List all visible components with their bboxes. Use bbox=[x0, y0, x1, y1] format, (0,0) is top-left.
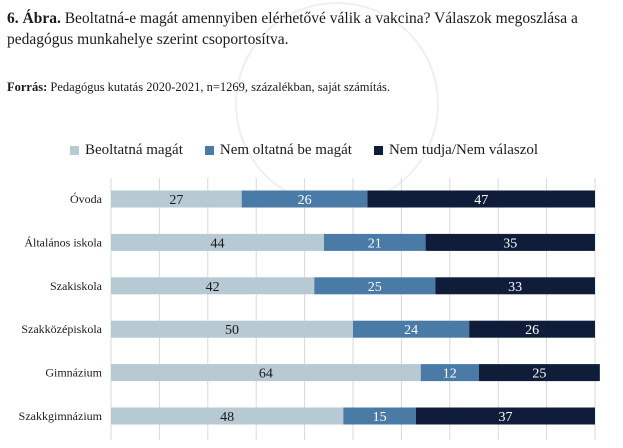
data-label: 25 bbox=[368, 280, 382, 295]
data-label: 35 bbox=[503, 236, 517, 251]
bar-segment bbox=[469, 320, 595, 338]
stacked-bar-chart: Óvoda 27 26 47 Általános iskola 44 21 35 Szakisk… bbox=[19, 178, 600, 440]
data-label: 26 bbox=[298, 193, 312, 208]
data-label: 15 bbox=[373, 410, 387, 425]
bar-segment bbox=[367, 190, 595, 208]
legend-swatch-1 bbox=[70, 146, 79, 155]
legend-item-3: Nem tudja/Nem válaszol bbox=[373, 142, 539, 159]
category-label: Szakközépiskola bbox=[21, 322, 102, 336]
bar-segment bbox=[111, 364, 421, 382]
category-label: Gimnázium bbox=[45, 366, 102, 380]
source-text: Pedagógus kutatás 2020-2021, n=1269, szá… bbox=[50, 80, 390, 94]
data-label: 24 bbox=[404, 323, 418, 338]
data-label: 42 bbox=[206, 280, 220, 295]
figure-caption: 6. Ábra. Beoltatná-e magát amennyiben el… bbox=[7, 8, 617, 50]
data-label: 25 bbox=[532, 367, 546, 382]
legend-label-3: Nem tudja/Nem válaszol bbox=[388, 142, 539, 158]
bar-segment bbox=[111, 190, 242, 208]
chart-legend: Beoltatná magát Nem oltatná be magát Nem… bbox=[70, 142, 538, 159]
data-label: 33 bbox=[508, 280, 522, 295]
data-label: 64 bbox=[259, 367, 273, 382]
category-label: Óvoda bbox=[70, 192, 103, 206]
bar-segment bbox=[415, 407, 595, 425]
legend-label-1: Beoltatná magát bbox=[85, 142, 183, 158]
data-label: 21 bbox=[368, 236, 382, 251]
legend-item-2: Nem oltatná be magát bbox=[204, 142, 352, 159]
figure-title: Beoltatná-e magát amennyiben elérhetővé … bbox=[7, 10, 578, 48]
data-label: 26 bbox=[525, 323, 539, 338]
legend-item-1: Beoltatná magát bbox=[70, 142, 183, 159]
bar-segment bbox=[323, 233, 426, 251]
bar-segment bbox=[241, 190, 368, 208]
bar-segment bbox=[420, 364, 479, 382]
data-label: 37 bbox=[498, 410, 512, 425]
bar-segment bbox=[478, 364, 600, 382]
bar-segment bbox=[425, 233, 595, 251]
category-label: Szakiskola bbox=[50, 279, 103, 293]
figure-number: 6. Ábra. bbox=[7, 10, 61, 27]
data-label: 50 bbox=[225, 323, 239, 338]
legend-swatch-3 bbox=[373, 146, 383, 155]
data-label: 44 bbox=[210, 236, 224, 251]
data-label: 27 bbox=[169, 193, 183, 208]
bar-segment bbox=[435, 277, 595, 295]
bar-segment bbox=[343, 407, 416, 425]
bar-segment bbox=[111, 277, 315, 295]
data-label: 12 bbox=[443, 367, 457, 382]
legend-swatch-2 bbox=[204, 146, 214, 155]
data-label: 47 bbox=[474, 193, 488, 208]
data-label: 48 bbox=[220, 410, 234, 425]
bar-segment bbox=[111, 320, 353, 338]
legend-label-2: Nem oltatná be magát bbox=[219, 142, 352, 158]
category-label: Szakkgimnázium bbox=[19, 409, 103, 423]
bar-segment bbox=[314, 277, 436, 295]
bar-segment bbox=[353, 320, 470, 338]
category-label: Általános iskola bbox=[24, 235, 102, 249]
bar-segment bbox=[111, 233, 324, 251]
bar-segment bbox=[111, 407, 344, 425]
source-label: Forrás: bbox=[7, 80, 48, 94]
figure-source: Forrás: Pedagógus kutatás 2020-2021, n=1… bbox=[7, 80, 390, 95]
